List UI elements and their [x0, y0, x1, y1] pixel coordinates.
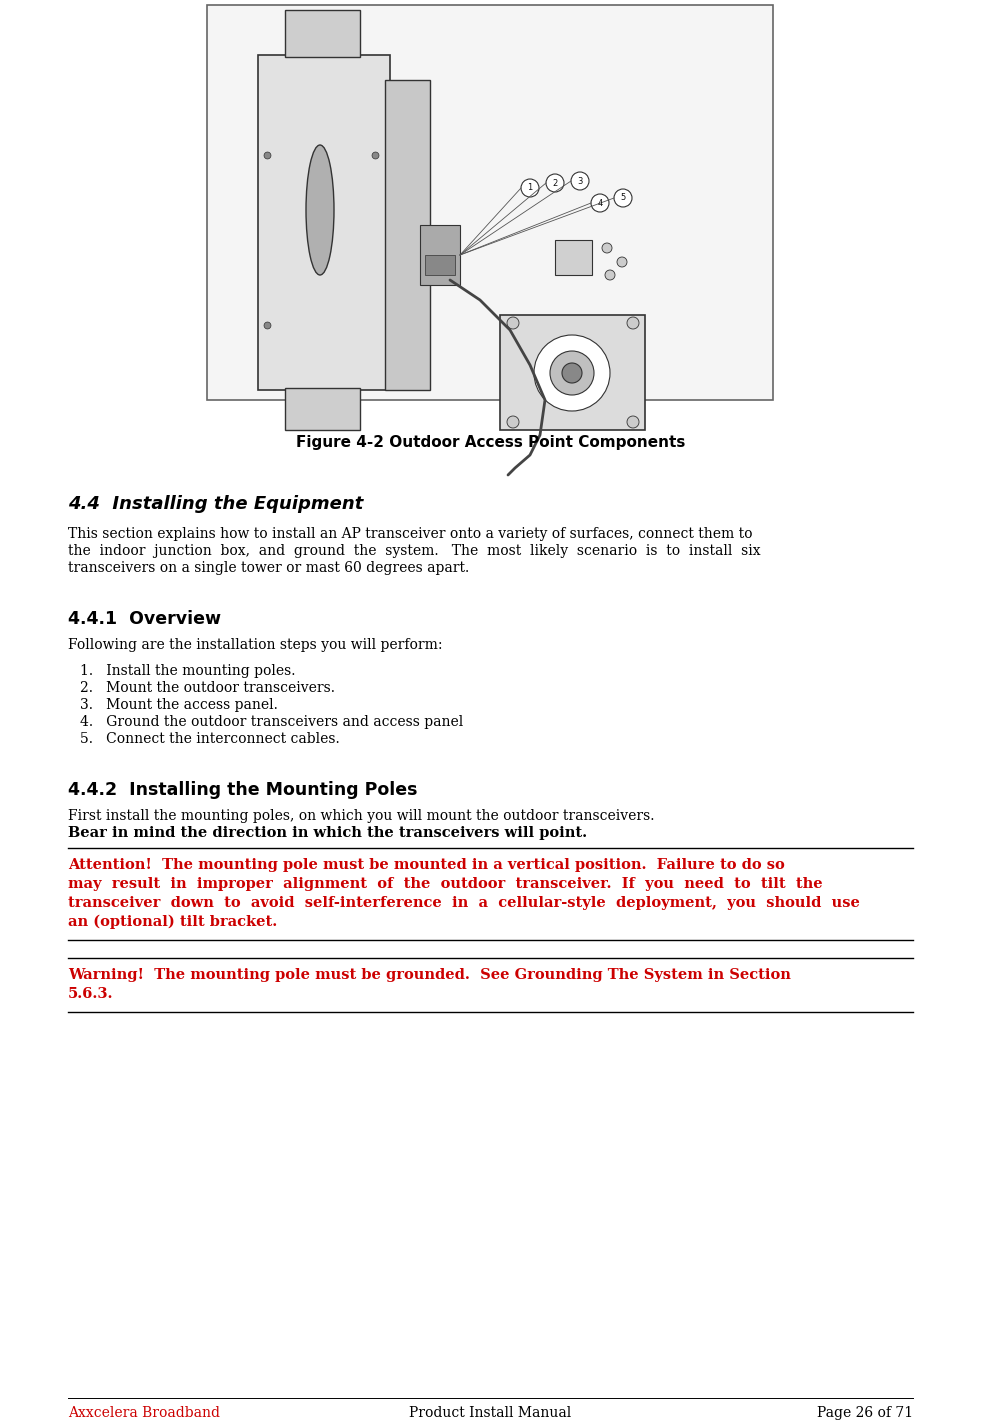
- Polygon shape: [420, 225, 460, 285]
- Circle shape: [546, 174, 564, 192]
- Circle shape: [550, 350, 594, 394]
- Text: transceiver  down  to  avoid  self-interference  in  a  cellular-style  deployme: transceiver down to avoid self-interfere…: [68, 896, 860, 910]
- Text: 1.   Install the mounting poles.: 1. Install the mounting poles.: [80, 664, 295, 678]
- Text: 2: 2: [552, 178, 557, 188]
- Circle shape: [602, 244, 612, 253]
- Polygon shape: [285, 10, 360, 57]
- Text: First install the mounting poles, on which you will mount the outdoor transceive: First install the mounting poles, on whi…: [68, 809, 654, 823]
- Text: transceivers on a single tower or mast 60 degrees apart.: transceivers on a single tower or mast 6…: [68, 561, 469, 575]
- Text: an (optional) tilt bracket.: an (optional) tilt bracket.: [68, 916, 278, 930]
- Text: 3.   Mount the access panel.: 3. Mount the access panel.: [80, 698, 278, 712]
- Circle shape: [627, 416, 639, 429]
- Polygon shape: [285, 387, 360, 430]
- Text: 4.4  Installing the Equipment: 4.4 Installing the Equipment: [68, 496, 363, 513]
- Circle shape: [521, 179, 539, 197]
- Circle shape: [507, 416, 519, 429]
- Circle shape: [617, 256, 627, 268]
- Text: 5: 5: [620, 194, 626, 202]
- Polygon shape: [385, 80, 430, 390]
- Circle shape: [605, 271, 615, 281]
- Text: 1: 1: [528, 184, 533, 192]
- Text: 4.   Ground the outdoor transceivers and access panel: 4. Ground the outdoor transceivers and a…: [80, 715, 463, 729]
- Text: 4.4.2  Installing the Mounting Poles: 4.4.2 Installing the Mounting Poles: [68, 780, 418, 799]
- Circle shape: [507, 318, 519, 329]
- Circle shape: [614, 189, 632, 206]
- Circle shape: [591, 194, 609, 212]
- Text: This section explains how to install an AP transceiver onto a variety of surface: This section explains how to install an …: [68, 527, 752, 541]
- Text: Axxcelera Broadband: Axxcelera Broadband: [68, 1405, 220, 1420]
- Text: 2.   Mount the outdoor transceivers.: 2. Mount the outdoor transceivers.: [80, 681, 335, 695]
- Text: Product Install Manual: Product Install Manual: [409, 1405, 572, 1420]
- Text: Page 26 of 71: Page 26 of 71: [817, 1405, 913, 1420]
- Text: Warning!  The mounting pole must be grounded.  See Grounding The System in Secti: Warning! The mounting pole must be groun…: [68, 968, 791, 983]
- Ellipse shape: [306, 145, 334, 275]
- Circle shape: [627, 318, 639, 329]
- Text: may  result  in  improper  alignment  of  the  outdoor  transceiver.  If  you  n: may result in improper alignment of the …: [68, 877, 823, 891]
- Text: Following are the installation steps you will perform:: Following are the installation steps you…: [68, 638, 442, 652]
- Text: Attention!  The mounting pole must be mounted in a vertical position.  Failure t: Attention! The mounting pole must be mou…: [68, 859, 785, 871]
- Circle shape: [571, 172, 589, 189]
- Text: the  indoor  junction  box,  and  ground  the  system.   The  most  likely  scen: the indoor junction box, and ground the …: [68, 544, 760, 558]
- Circle shape: [562, 363, 582, 383]
- Text: 4.4.1  Overview: 4.4.1 Overview: [68, 609, 221, 628]
- Text: Figure 4-2 Outdoor Access Point Components: Figure 4-2 Outdoor Access Point Componen…: [296, 434, 685, 450]
- Polygon shape: [555, 241, 592, 275]
- Polygon shape: [500, 315, 645, 430]
- Text: 5.   Connect the interconnect cables.: 5. Connect the interconnect cables.: [80, 732, 339, 746]
- Bar: [425, 255, 455, 275]
- Polygon shape: [258, 56, 390, 390]
- Text: 5.6.3.: 5.6.3.: [68, 987, 114, 1001]
- FancyBboxPatch shape: [207, 6, 773, 400]
- Text: Bear in mind the direction in which the transceivers will point.: Bear in mind the direction in which the …: [68, 826, 587, 840]
- Circle shape: [534, 335, 610, 412]
- Text: 4: 4: [597, 198, 602, 208]
- Text: 3: 3: [577, 177, 583, 185]
